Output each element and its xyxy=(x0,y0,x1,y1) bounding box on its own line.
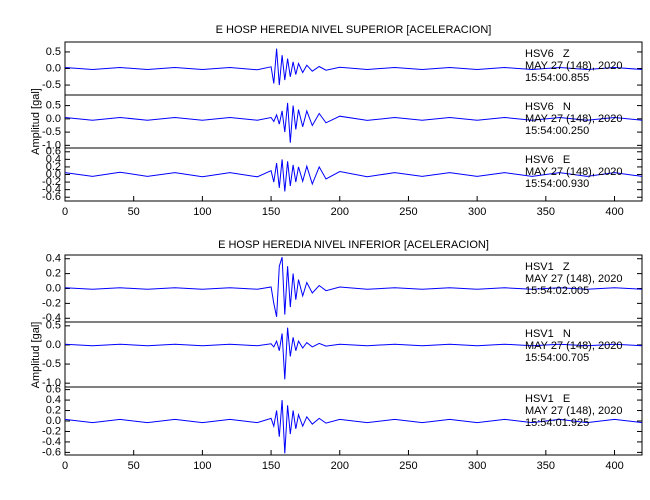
trace-time: 15:54:00.930 xyxy=(525,178,589,190)
trace-time: 15:54:02.005 xyxy=(525,285,589,297)
x-tick-label: 100 xyxy=(193,460,211,472)
y-tick-label: -0.2 xyxy=(42,425,61,437)
x-tick-label: 250 xyxy=(399,206,417,218)
chart-title: E HOSP HEREDIA NIVEL INFERIOR [ACELERACI… xyxy=(218,239,489,251)
y-tick-label: -0.2 xyxy=(42,176,61,188)
trace-name: HSV1 E xyxy=(525,393,570,405)
x-tick-label: 350 xyxy=(537,460,555,472)
y-tick-label: 0.0 xyxy=(46,113,61,125)
x-tick-label: 350 xyxy=(537,206,555,218)
y-tick-label: -0.6 xyxy=(42,446,61,458)
x-tick-label: 300 xyxy=(468,460,486,472)
x-tick-label: 50 xyxy=(128,206,140,218)
y-tick-label: -0.4 xyxy=(42,312,61,324)
y-tick-label: 0.0 xyxy=(46,282,61,294)
y-tick-label: 0.4 xyxy=(46,253,61,265)
trace-time: 15:54:01.925 xyxy=(525,417,589,429)
x-tick-label: 100 xyxy=(193,206,211,218)
trace-name: HSV1 N xyxy=(525,328,571,340)
y-tick-label: 0.5 xyxy=(46,100,61,112)
y-axis-label: Amplitud [gal] xyxy=(30,88,42,155)
waveform xyxy=(64,257,643,317)
x-tick-label: 400 xyxy=(605,460,623,472)
y-tick-label: 0.4 xyxy=(46,394,61,406)
y-tick-label: -0.5 xyxy=(42,358,61,370)
trace-time: 15:54:00.855 xyxy=(525,72,589,84)
waveform xyxy=(64,102,643,143)
y-tick-label: -0.6 xyxy=(42,191,61,203)
trace-time: 15:54:00.250 xyxy=(525,125,589,137)
y-tick-label: -0.2 xyxy=(42,297,61,309)
x-tick-label: 0 xyxy=(62,206,68,218)
trace-date: MAY 27 (148), 2020 xyxy=(525,405,622,417)
waveform xyxy=(64,159,643,192)
y-tick-label: 0.6 xyxy=(46,146,61,158)
waveform xyxy=(64,400,643,454)
x-tick-label: 0 xyxy=(62,460,68,472)
x-tick-label: 250 xyxy=(399,460,417,472)
y-tick-label: 0.6 xyxy=(46,384,61,396)
x-tick-label: 200 xyxy=(331,460,349,472)
x-tick-label: 150 xyxy=(262,460,280,472)
y-tick-label: 0.5 xyxy=(46,320,61,332)
y-tick-label: 0.2 xyxy=(46,404,61,416)
y-tick-label: 0.0 xyxy=(46,415,61,427)
y-tick-label: 0.0 xyxy=(46,62,61,74)
waveform xyxy=(64,327,643,380)
y-tick-label: 0.0 xyxy=(46,339,61,351)
trace-name: HSV6 N xyxy=(525,101,571,113)
trace-date: MAY 27 (148), 2020 xyxy=(525,340,622,352)
y-tick-label: -1.0 xyxy=(42,377,61,389)
trace-date: MAY 27 (148), 2020 xyxy=(525,273,622,285)
x-tick-label: 300 xyxy=(468,206,486,218)
trace-name: HSV6 E xyxy=(525,154,570,166)
y-tick-label: -0.4 xyxy=(42,436,61,448)
y-tick-label: 0.2 xyxy=(46,268,61,280)
y-tick-label: -0.4 xyxy=(42,184,61,196)
x-tick-label: 150 xyxy=(262,206,280,218)
y-tick-label: -0.5 xyxy=(42,126,61,138)
trace-time: 15:54:00.705 xyxy=(525,352,589,364)
y-axis-label: Amplitud [gal] xyxy=(30,322,42,389)
trace-date: MAY 27 (148), 2020 xyxy=(525,113,622,125)
trace-name: HSV1 Z xyxy=(525,261,570,273)
x-tick-label: 200 xyxy=(331,206,349,218)
y-tick-label: 0.5 xyxy=(46,46,61,58)
y-tick-label: -1.0 xyxy=(42,139,61,151)
y-tick-label: -0.5 xyxy=(42,79,61,91)
chart-title: E HOSP HEREDIA NIVEL SUPERIOR [ACELERACI… xyxy=(216,24,492,36)
y-tick-label: 0.0 xyxy=(46,168,61,180)
trace-name: HSV6 Z xyxy=(525,48,570,60)
trace-date: MAY 27 (148), 2020 xyxy=(525,166,622,178)
waveform xyxy=(64,48,643,86)
x-tick-label: 400 xyxy=(605,206,623,218)
x-tick-label: 50 xyxy=(128,460,140,472)
y-tick-label: 0.2 xyxy=(46,161,61,173)
y-tick-label: 0.4 xyxy=(46,153,61,165)
trace-date: MAY 27 (148), 2020 xyxy=(525,60,622,72)
